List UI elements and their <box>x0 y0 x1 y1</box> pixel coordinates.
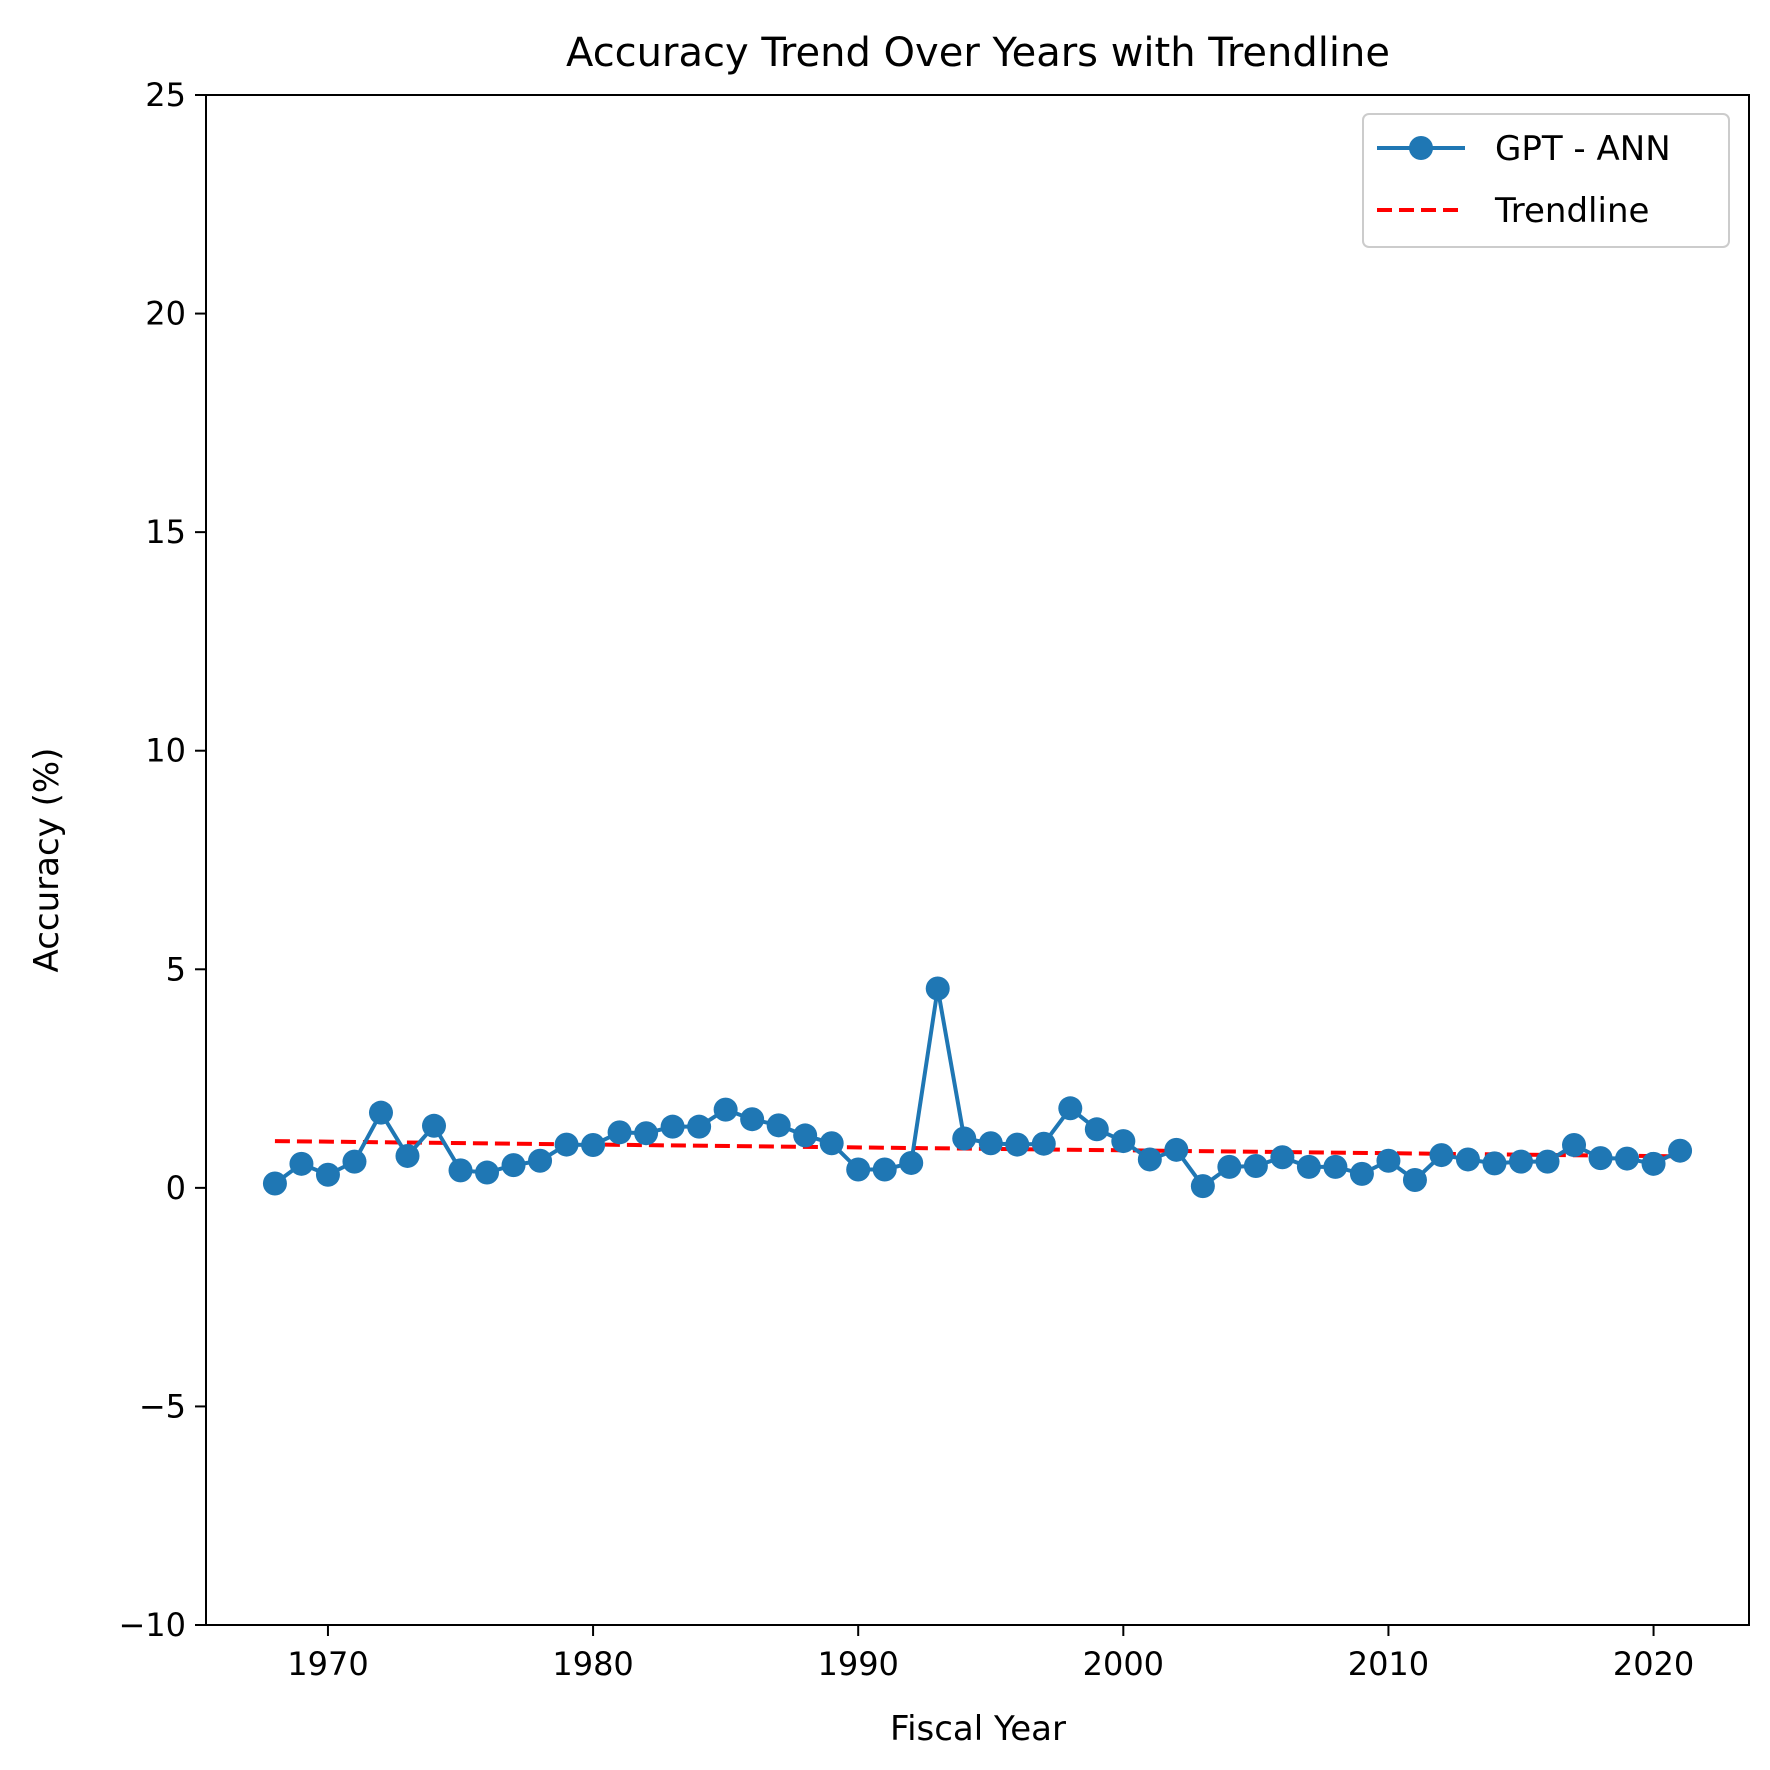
data-point <box>1296 1154 1321 1179</box>
data-point <box>475 1160 500 1185</box>
legend: GPT - ANN Trendline <box>1362 113 1730 248</box>
data-point <box>395 1143 420 1168</box>
data-point <box>660 1114 685 1139</box>
y-tick-label: −10 <box>118 1606 186 1644</box>
data-point <box>289 1151 314 1176</box>
y-tick-label: 10 <box>145 732 186 770</box>
data-point <box>819 1131 844 1156</box>
data-point <box>1668 1138 1693 1163</box>
y-tick-label: 25 <box>145 76 186 114</box>
data-point <box>501 1153 526 1178</box>
data-point <box>1482 1151 1507 1176</box>
y-axis: −10 −5 0 5 10 15 20 25 <box>118 76 206 1644</box>
data-point <box>448 1158 473 1183</box>
chart-title: Accuracy Trend Over Years with Trendline <box>566 30 1390 76</box>
data-point <box>1323 1154 1348 1179</box>
data-point <box>740 1107 765 1132</box>
x-axis-label: Fiscal Year <box>890 1709 1066 1749</box>
data-point <box>315 1162 340 1187</box>
data-point <box>1084 1117 1109 1142</box>
data-point <box>368 1100 393 1125</box>
data-point <box>925 976 950 1001</box>
data-point <box>262 1171 287 1196</box>
data-point <box>1376 1148 1401 1173</box>
y-axis-label: Accuracy (%) <box>27 748 67 973</box>
data-point <box>1058 1096 1083 1121</box>
data-point <box>1615 1146 1640 1171</box>
data-point <box>1562 1133 1587 1158</box>
data-point <box>1243 1154 1268 1178</box>
data-point <box>1111 1129 1136 1154</box>
y-tick-label: 20 <box>145 295 186 333</box>
legend-label-gpt-ann: GPT - ANN <box>1495 129 1671 169</box>
x-tick-label: 2000 <box>1083 1645 1164 1683</box>
data-point <box>1349 1161 1374 1186</box>
x-tick-label: 2010 <box>1348 1645 1429 1683</box>
data-point <box>528 1148 553 1173</box>
data-point <box>1402 1167 1427 1192</box>
legend-label-trendline: Trendline <box>1494 191 1649 231</box>
x-tick-label: 1990 <box>817 1645 898 1683</box>
plot-area-frame <box>205 94 1750 1626</box>
y-tick-label: 15 <box>145 513 186 551</box>
data-point <box>634 1121 659 1146</box>
data-point <box>1429 1143 1454 1168</box>
x-axis: 1970 1980 1990 2000 2010 2020 <box>287 1625 1694 1683</box>
data-point <box>1217 1154 1242 1179</box>
data-layer <box>262 976 1693 1199</box>
data-point <box>1270 1145 1295 1170</box>
data-point <box>342 1149 367 1174</box>
data-point <box>607 1120 632 1145</box>
data-point <box>581 1133 606 1158</box>
data-point <box>1508 1149 1533 1174</box>
y-tick-label: −5 <box>139 1387 186 1425</box>
legend-marker-gpt-ann <box>1409 136 1433 160</box>
data-point <box>1190 1174 1215 1199</box>
data-point <box>846 1157 871 1182</box>
data-point <box>1137 1147 1162 1172</box>
data-point <box>766 1113 791 1138</box>
data-point <box>952 1126 977 1151</box>
data-point <box>1005 1132 1030 1157</box>
data-point <box>1588 1146 1613 1171</box>
data-point <box>713 1097 738 1122</box>
data-point <box>872 1157 897 1182</box>
x-tick-label: 2020 <box>1613 1645 1694 1683</box>
data-point <box>1641 1151 1666 1176</box>
data-point <box>793 1123 818 1148</box>
x-tick-label: 1980 <box>552 1645 633 1683</box>
y-tick-label: 5 <box>166 950 186 988</box>
data-point <box>1164 1137 1189 1162</box>
x-tick-label: 1970 <box>287 1645 368 1683</box>
data-point <box>1535 1149 1560 1174</box>
data-point <box>978 1131 1003 1156</box>
data-point <box>422 1113 447 1138</box>
data-point <box>899 1150 924 1175</box>
data-point <box>1031 1131 1056 1156</box>
data-point <box>1455 1147 1480 1172</box>
data-point <box>687 1114 712 1139</box>
y-tick-label: 0 <box>166 1169 186 1207</box>
data-point <box>554 1132 579 1157</box>
